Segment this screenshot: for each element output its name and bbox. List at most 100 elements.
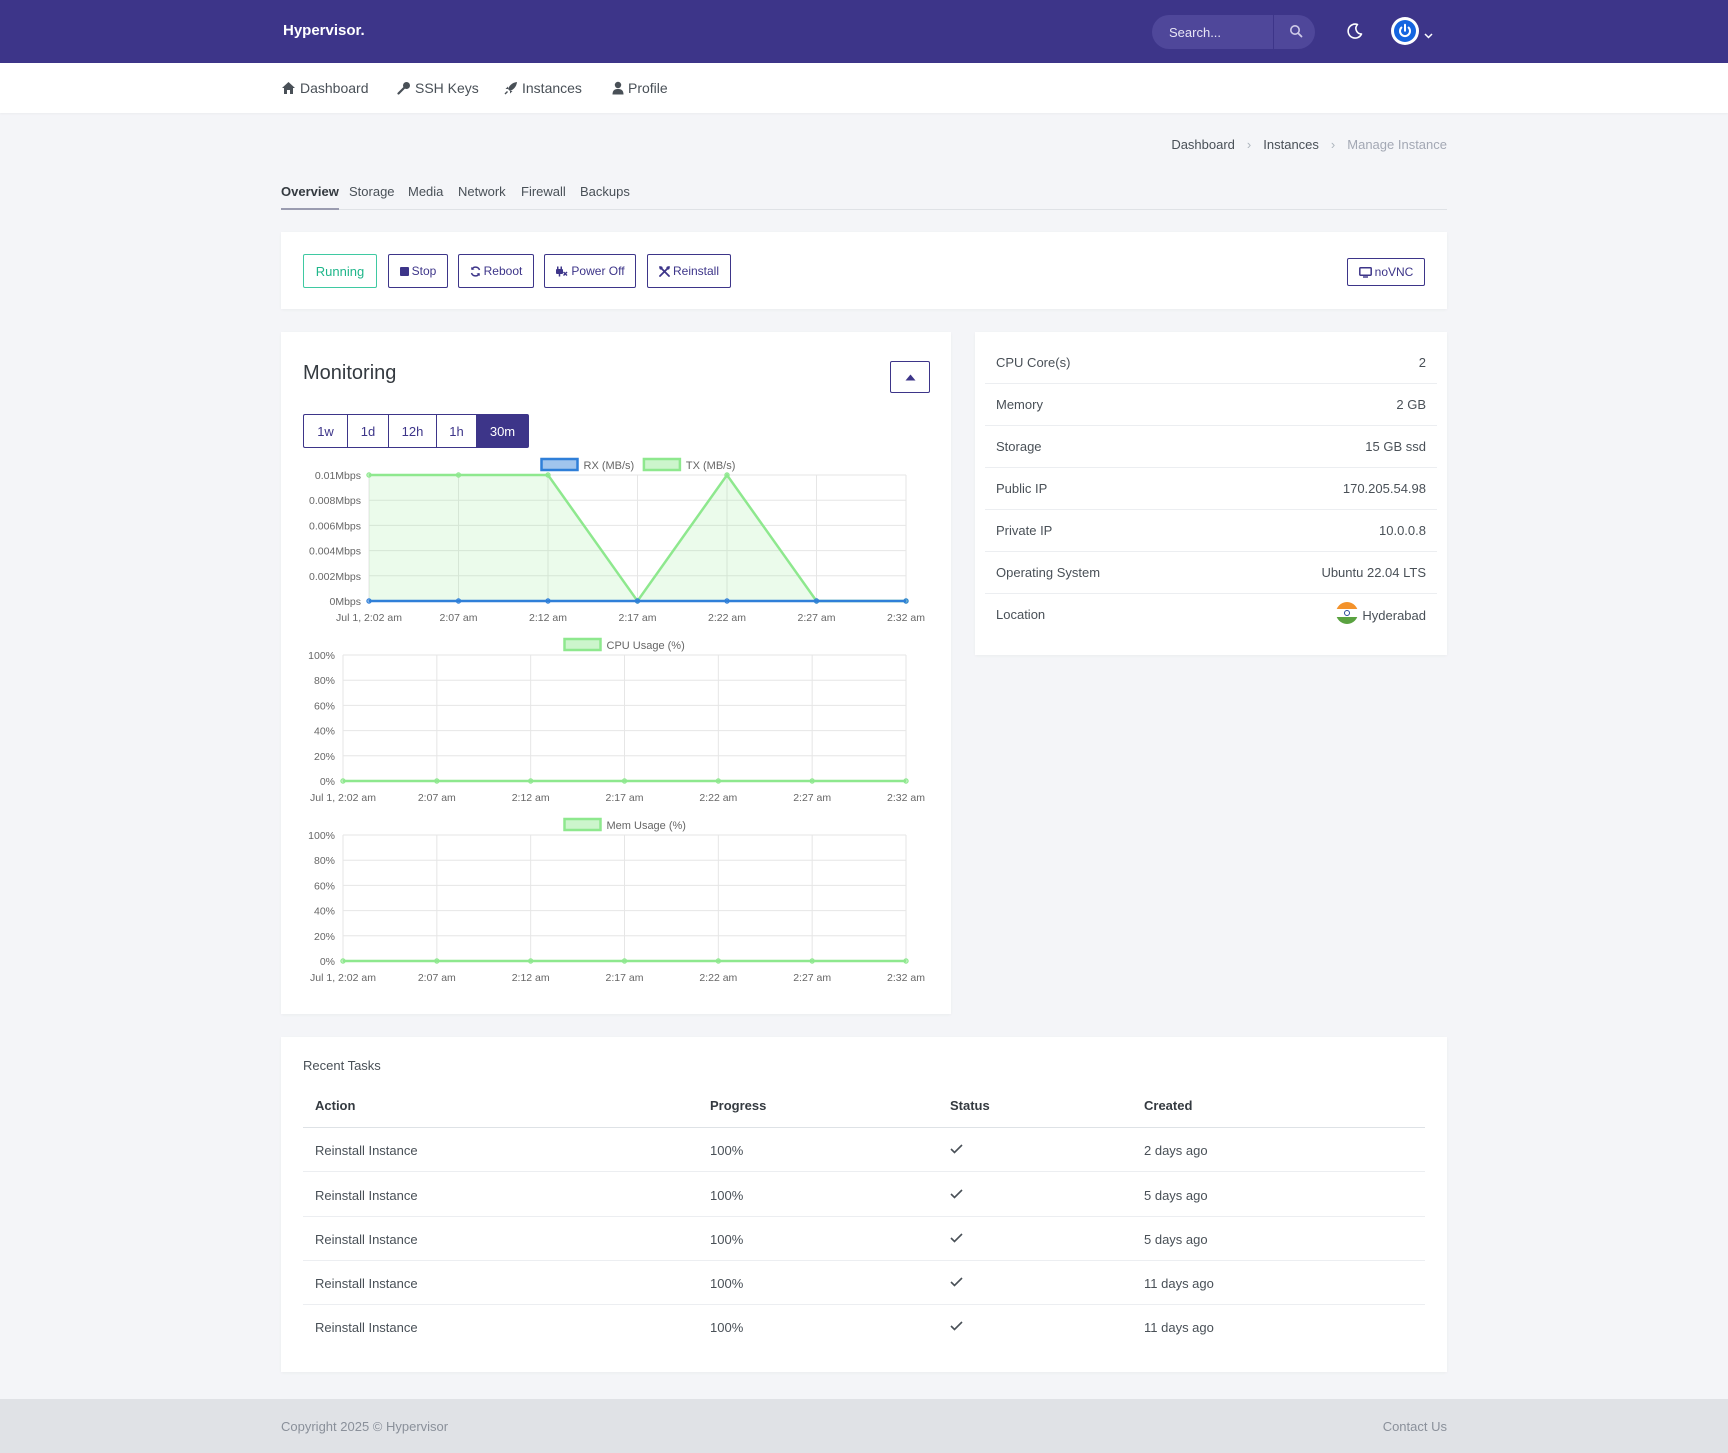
x-tick-label: 2:07 am — [418, 972, 456, 984]
x-tick-label: 2:17 am — [606, 792, 644, 804]
data-point — [809, 778, 815, 784]
x-tick-label: 2:12 am — [512, 792, 550, 804]
x-tick-label: 2:27 am — [793, 792, 831, 804]
y-tick-label: 40% — [314, 906, 335, 918]
data-point — [634, 598, 641, 604]
monitor-icon — [1358, 266, 1372, 278]
tab-overview[interactable]: Overview — [281, 184, 339, 210]
user-icon — [612, 81, 624, 95]
power-icon — [1394, 20, 1416, 42]
novnc-button[interactable]: noVNC — [1347, 258, 1425, 286]
power-off-button[interactable]: Power Off — [544, 254, 636, 288]
legend-label: TX (MB/s) — [686, 460, 736, 472]
spec-row: Location Hyderabad — [985, 594, 1437, 636]
breadcrumb-dashboard[interactable]: Dashboard — [1171, 137, 1235, 152]
spec-key: Storage — [996, 439, 1042, 454]
task-action: Reinstall Instance — [315, 1188, 418, 1203]
novnc-label: noVNC — [1374, 265, 1414, 279]
y-tick-label: 80% — [314, 675, 335, 687]
spec-key: Private IP — [996, 523, 1053, 538]
breadcrumb: Dashboard › Instances › Manage Instance — [1171, 137, 1447, 152]
range-12h-button[interactable]: 12h — [388, 414, 436, 448]
y-tick-label: 0.008Mbps — [309, 495, 361, 507]
x-tick-label: Jul 1, 2:02 am — [336, 612, 402, 624]
power-actions-card: Running Stop Reboot Power Off Reinstall … — [281, 232, 1447, 309]
y-tick-label: 0% — [320, 776, 335, 788]
range-30m-button[interactable]: 30m — [476, 414, 529, 448]
instance-specs-card: CPU Core(s) 2 Memory 2 GB Storage 15 GB … — [975, 332, 1447, 655]
brand-logo[interactable]: Hypervisor. — [283, 22, 365, 39]
chevron-right-icon: › — [1330, 137, 1336, 152]
home-icon — [282, 82, 295, 94]
tab-firewall[interactable]: Firewall — [521, 184, 566, 199]
range-1h-button[interactable]: 1h — [436, 414, 476, 448]
mem-chart: Mem Usage (%) 100% 80% 60% 40% 20% 0% Jul 1, 2:… — [308, 817, 925, 984]
x-tick-label: 2:27 am — [798, 612, 836, 624]
column-header: Created — [1144, 1098, 1193, 1113]
user-avatar[interactable] — [1391, 17, 1419, 45]
x-tick-label: 2:32 am — [887, 612, 925, 624]
instance-tabs: Overview Storage Media Network Firewall … — [281, 184, 1447, 210]
nav-item-dashboard[interactable]: Dashboard — [281, 80, 369, 96]
spec-key: Public IP — [996, 481, 1048, 496]
legend-swatch — [540, 457, 579, 472]
task-action: Reinstall Instance — [315, 1232, 418, 1247]
data-point — [813, 598, 820, 604]
plug-icon — [556, 266, 568, 276]
y-tick-label: 0.006Mbps — [309, 520, 361, 532]
chevron-down-icon[interactable] — [1424, 26, 1433, 42]
data-point — [545, 472, 551, 478]
tab-storage[interactable]: Storage — [349, 184, 395, 199]
table-row: Reinstall Instance 100% 5 days ago — [303, 1217, 1425, 1261]
spec-row: Memory 2 GB — [985, 384, 1437, 426]
tab-network[interactable]: Network — [458, 184, 506, 199]
search-box[interactable]: Search... — [1152, 15, 1315, 49]
reinstall-button[interactable]: Reinstall — [647, 254, 731, 288]
footer: Copyright 2025 © Hypervisor Contact Us — [0, 1399, 1728, 1453]
x-tick-label: 2:27 am — [793, 972, 831, 984]
range-1w-button[interactable]: 1w — [303, 414, 347, 448]
nav-item-instances[interactable]: Instances — [504, 80, 582, 96]
search-input[interactable]: Search... — [1169, 25, 1222, 40]
spec-row: Storage 15 GB ssd — [985, 426, 1437, 468]
nav-item-profile[interactable]: Profile — [612, 80, 668, 96]
legend-label: RX (MB/s) — [584, 460, 635, 472]
breadcrumb-instances[interactable]: Instances — [1263, 137, 1319, 152]
task-action: Reinstall Instance — [315, 1143, 418, 1158]
stop-button[interactable]: Stop — [388, 254, 448, 288]
breadcrumb-current: Manage Instance — [1347, 137, 1447, 152]
data-point — [434, 778, 440, 784]
y-tick-label: 60% — [314, 880, 335, 892]
search-icon[interactable] — [1289, 24, 1303, 41]
check-icon — [950, 1187, 963, 1202]
data-point — [715, 958, 722, 964]
tab-media[interactable]: Media — [408, 184, 444, 199]
spec-key: CPU Core(s) — [996, 355, 1071, 370]
contact-link[interactable]: Contact Us — [1382, 1419, 1447, 1434]
legend-swatch — [563, 817, 602, 832]
spec-key: Location — [996, 607, 1046, 622]
check-icon — [950, 1275, 963, 1290]
data-point — [527, 778, 534, 784]
data-point — [366, 472, 372, 478]
task-created: 5 days ago — [1144, 1188, 1208, 1203]
nav-label: Dashboard — [300, 80, 369, 96]
spec-value: Ubuntu 22.04 LTS — [1321, 565, 1426, 580]
reboot-label: Reboot — [483, 264, 523, 278]
task-created: 5 days ago — [1144, 1232, 1208, 1247]
data-point — [903, 598, 909, 604]
status-badge: Running — [303, 254, 377, 288]
nav-item-ssh-keys[interactable]: SSH Keys — [397, 80, 479, 96]
collapse-button[interactable] — [890, 361, 930, 393]
series-area — [369, 475, 906, 601]
nav-label: Profile — [628, 80, 668, 96]
range-1d-button[interactable]: 1d — [347, 414, 388, 448]
spec-value: Hyderabad — [1336, 602, 1426, 624]
network-chart: RX (MB/s) TX (MB/s) 0.01Mbps 0.008Mbps 0.006… — [309, 457, 925, 624]
y-tick-label: 0Mbps — [329, 596, 361, 608]
reboot-button[interactable]: Reboot — [458, 254, 534, 288]
moon-icon[interactable] — [1346, 22, 1364, 43]
copyright-text: Copyright 2025 © Hypervisor — [281, 1419, 449, 1434]
column-header: Status — [950, 1098, 990, 1113]
tab-backups[interactable]: Backups — [580, 184, 630, 199]
